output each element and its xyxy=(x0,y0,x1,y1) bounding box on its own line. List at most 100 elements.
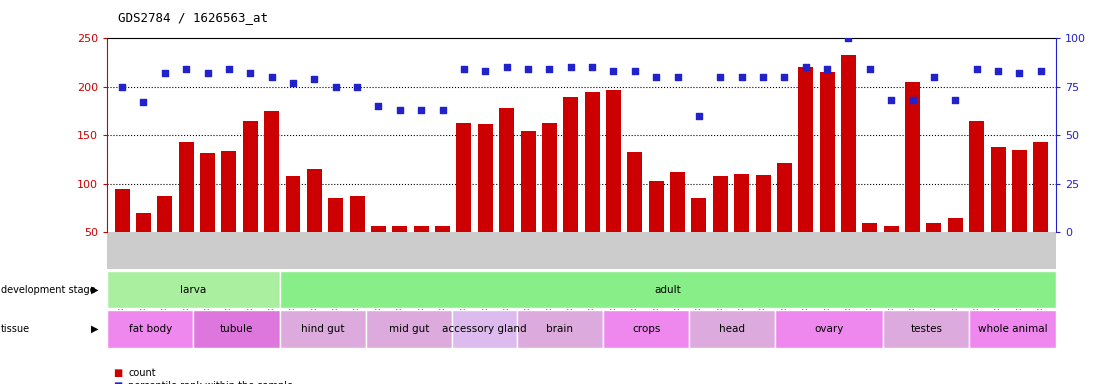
Text: head: head xyxy=(720,324,745,334)
Bar xyxy=(756,175,770,232)
Point xyxy=(561,65,579,71)
Point xyxy=(135,99,153,106)
Bar xyxy=(905,82,920,232)
Text: ovary: ovary xyxy=(815,324,844,334)
Bar xyxy=(542,123,557,232)
Point xyxy=(647,74,665,80)
Point xyxy=(818,66,836,73)
Point xyxy=(584,65,602,71)
Point xyxy=(455,66,473,73)
Point xyxy=(1010,70,1028,76)
Text: ▶: ▶ xyxy=(90,285,98,295)
Text: percentile rank within the sample: percentile rank within the sample xyxy=(128,381,294,384)
Text: ■: ■ xyxy=(113,368,122,378)
Point xyxy=(306,76,324,82)
Bar xyxy=(926,223,942,232)
Text: GDS2784 / 1626563_at: GDS2784 / 1626563_at xyxy=(118,12,268,25)
Bar xyxy=(585,92,599,232)
Bar xyxy=(456,123,471,232)
Bar xyxy=(414,225,429,232)
Point xyxy=(776,74,793,80)
Point xyxy=(668,74,686,80)
Bar xyxy=(499,108,514,232)
Bar xyxy=(564,96,578,232)
Point xyxy=(839,35,857,41)
Bar xyxy=(179,142,194,232)
Bar xyxy=(393,225,407,232)
Point xyxy=(391,107,408,113)
Bar xyxy=(286,176,300,232)
Point xyxy=(156,70,174,76)
Bar xyxy=(863,223,877,232)
Bar xyxy=(692,199,706,232)
Bar xyxy=(307,169,321,232)
Bar xyxy=(115,189,129,232)
Text: brain: brain xyxy=(547,324,574,334)
Text: adult: adult xyxy=(654,285,681,295)
Bar xyxy=(328,199,344,232)
Bar xyxy=(670,172,685,232)
Text: testes: testes xyxy=(911,324,942,334)
Bar xyxy=(798,68,814,232)
Point xyxy=(925,74,943,80)
Bar xyxy=(1012,150,1027,232)
Text: whole animal: whole animal xyxy=(978,324,1048,334)
Bar xyxy=(520,131,536,232)
Point xyxy=(797,65,815,71)
Bar xyxy=(713,176,728,232)
Point xyxy=(626,68,644,74)
Point xyxy=(498,65,516,71)
Point xyxy=(690,113,708,119)
Bar xyxy=(478,124,493,232)
Text: ■: ■ xyxy=(113,381,122,384)
Bar xyxy=(777,162,792,232)
Text: larva: larva xyxy=(181,285,206,295)
Point xyxy=(369,103,387,109)
Point xyxy=(1032,68,1050,74)
Bar xyxy=(841,55,856,232)
Point xyxy=(904,98,922,104)
Bar xyxy=(627,152,643,232)
Point xyxy=(946,98,964,104)
Point xyxy=(540,66,558,73)
Text: tissue: tissue xyxy=(1,324,30,334)
Point xyxy=(177,66,195,73)
Text: ▶: ▶ xyxy=(90,324,98,334)
Bar xyxy=(1033,142,1048,232)
Text: crops: crops xyxy=(632,324,661,334)
Point xyxy=(262,74,280,80)
Bar xyxy=(606,90,620,232)
Text: development stage: development stage xyxy=(1,285,96,295)
Bar xyxy=(136,213,151,232)
Text: fat body: fat body xyxy=(128,324,172,334)
Bar xyxy=(371,225,386,232)
Point xyxy=(434,107,452,113)
Text: hind gut: hind gut xyxy=(301,324,345,334)
Point xyxy=(519,66,537,73)
Point xyxy=(285,80,302,86)
Bar xyxy=(884,225,898,232)
Bar xyxy=(819,72,835,232)
Point xyxy=(860,66,878,73)
Point xyxy=(968,66,985,73)
Text: accessory gland: accessory gland xyxy=(442,324,527,334)
Point xyxy=(348,84,366,90)
Text: count: count xyxy=(128,368,156,378)
Point xyxy=(754,74,772,80)
Bar xyxy=(734,174,749,232)
Text: tubule: tubule xyxy=(220,324,253,334)
Point xyxy=(733,74,751,80)
Bar xyxy=(200,153,215,232)
Bar xyxy=(991,147,1006,232)
Point xyxy=(605,68,623,74)
Bar xyxy=(435,225,450,232)
Point xyxy=(989,68,1007,74)
Bar xyxy=(947,218,963,232)
Point xyxy=(241,70,259,76)
Point xyxy=(327,84,345,90)
Bar xyxy=(221,151,237,232)
Point xyxy=(412,107,430,113)
Point xyxy=(220,66,238,73)
Point xyxy=(883,98,901,104)
Bar xyxy=(648,181,664,232)
